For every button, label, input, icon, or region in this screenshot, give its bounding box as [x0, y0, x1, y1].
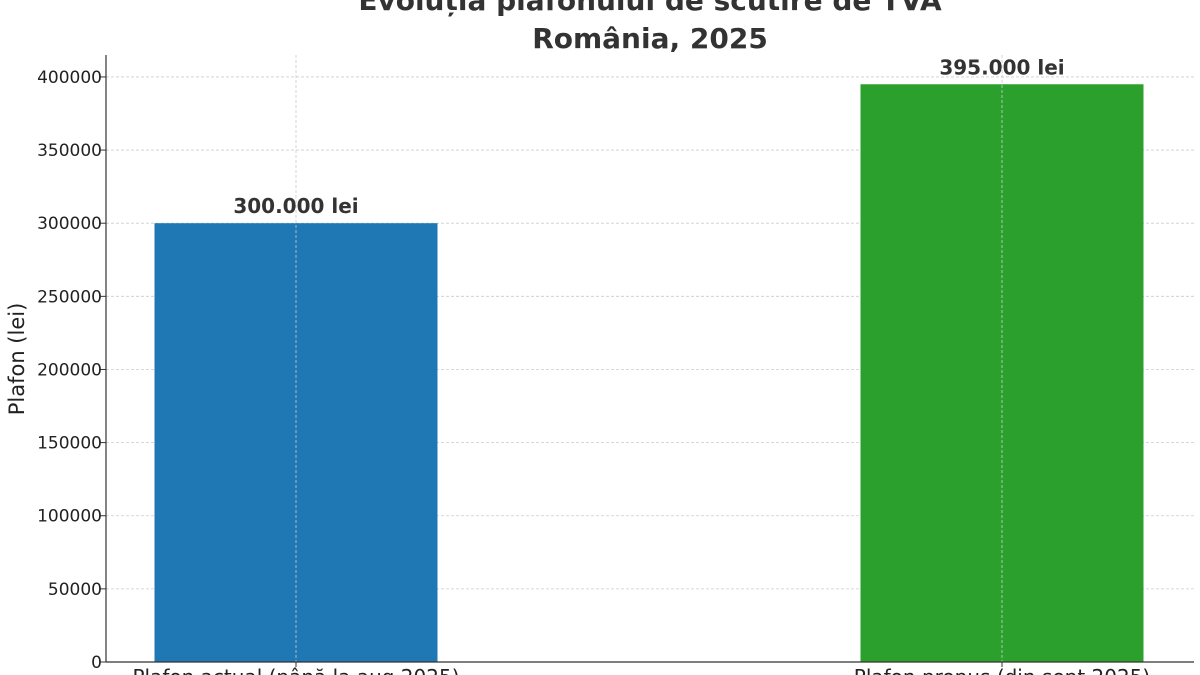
vertical-grid-layer: [295, 55, 1003, 662]
y-tick-label: 0: [91, 653, 102, 673]
y-tick-label: 100000: [37, 507, 102, 527]
bar-value-label: 300.000 lei: [233, 194, 358, 218]
y-tick-label: 50000: [48, 580, 102, 600]
y-tick-label: 400000: [37, 68, 102, 88]
x-category-label: Plafon propus (din sept 2025): [854, 665, 1150, 675]
x-category-label: Plafon actual (până la aug 2025): [132, 665, 459, 675]
category-labels: Plafon actual (până la aug 2025) Plafon p…: [132, 665, 1150, 675]
y-axis-label: Plafon (lei): [5, 303, 29, 416]
y-tick-label: 250000: [37, 287, 102, 307]
chart-title: Evoluția plafonului de scutire de TVA: [358, 0, 942, 17]
y-tick-labels: 0 50000 100000 150000 200000 250000 300000 3500…: [37, 68, 102, 673]
y-tick-label: 350000: [37, 141, 102, 161]
chart-subtitle: România, 2025: [532, 22, 768, 55]
bars-layer: [154, 84, 1144, 663]
data-labels: 300.000 lei 395.000 lei: [233, 55, 1064, 218]
axes-layer: [100, 55, 1194, 667]
bar-value-label: 395.000 lei: [939, 55, 1064, 79]
chart-title-group: Evoluția plafonului de scutire de TVA Ro…: [358, 0, 942, 55]
y-tick-label: 300000: [37, 214, 102, 234]
y-tick-label: 200000: [37, 360, 102, 380]
y-tick-label: 150000: [37, 434, 102, 454]
